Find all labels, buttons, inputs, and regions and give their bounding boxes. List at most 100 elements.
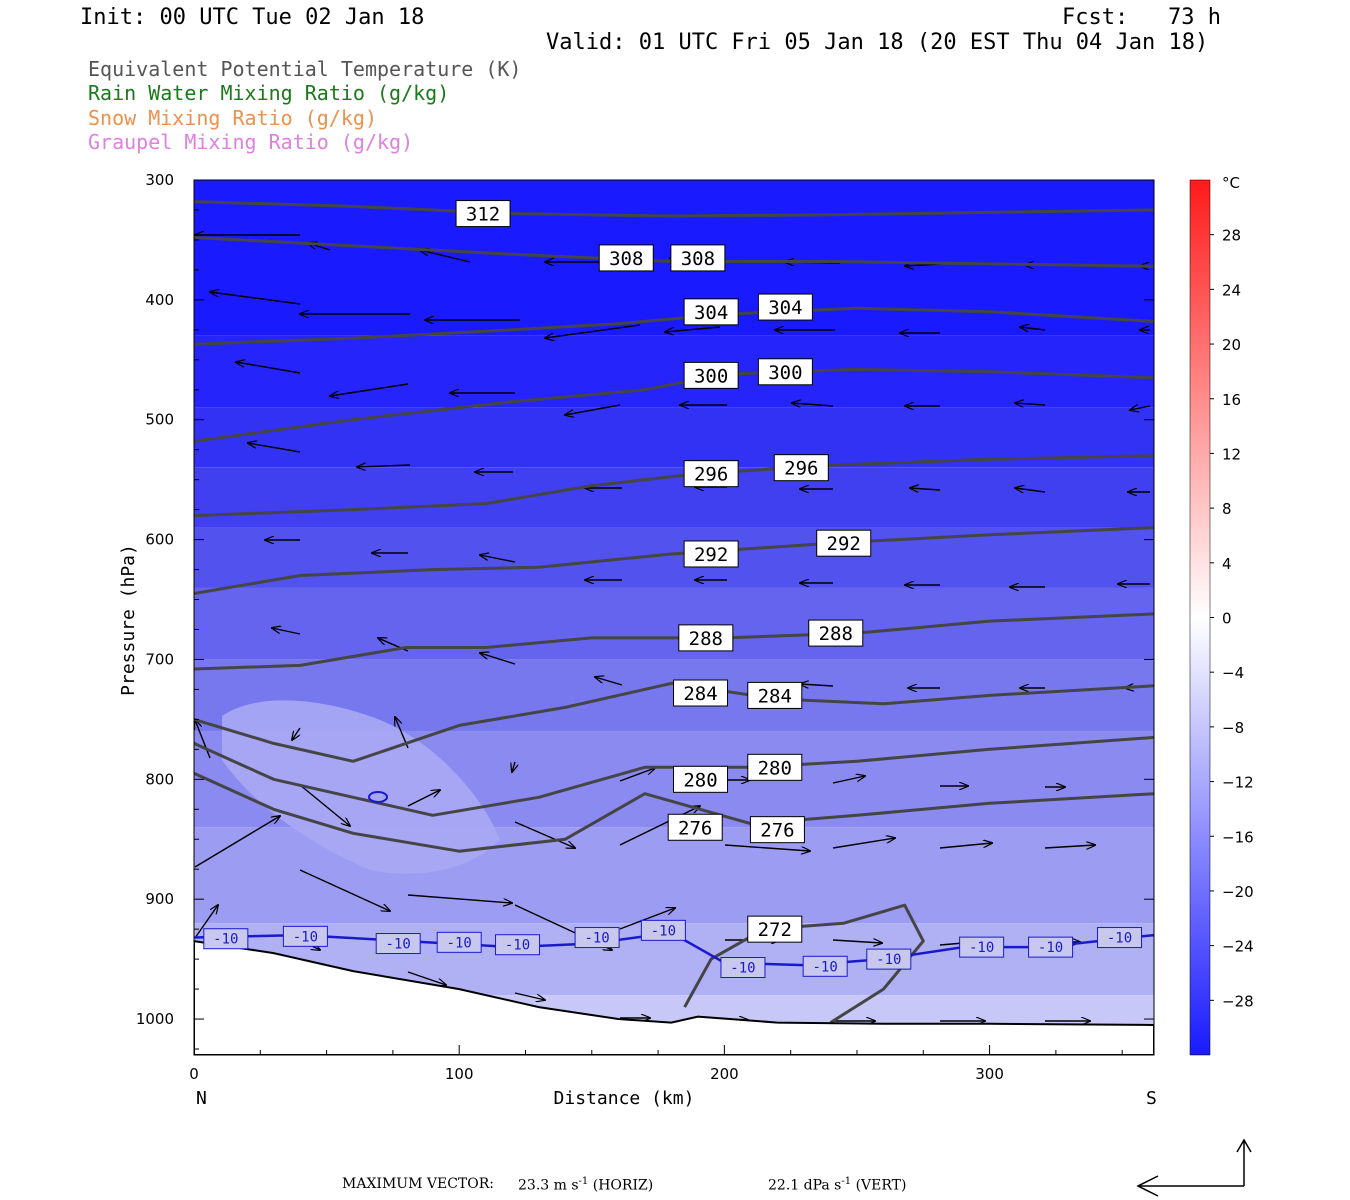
x-tick-label: 100 xyxy=(445,1065,474,1083)
max-vector-vert-exp: -1 xyxy=(841,1176,852,1187)
wind-vector xyxy=(195,720,211,759)
wind-vector xyxy=(939,843,992,849)
wind-vector xyxy=(565,404,621,415)
wind-vector xyxy=(512,761,515,772)
theta-e-contour-272 xyxy=(683,903,925,1024)
colorbar-label: 0 xyxy=(1222,610,1232,628)
isotherm-label: -10 xyxy=(447,935,472,951)
y-tick-label: 600 xyxy=(145,531,174,549)
theta-e-label: 304 xyxy=(694,302,728,324)
theta-e-label: 276 xyxy=(760,820,794,842)
theta-e-label: 288 xyxy=(819,623,853,645)
theta-e-label: 272 xyxy=(758,919,792,941)
legend-rain-water: Rain Water Mixing Ratio (g/kg) xyxy=(88,81,450,105)
theta-e-contour-296 xyxy=(194,454,1154,518)
max-vector-horiz-value: 23.3 m s xyxy=(518,1177,579,1194)
theta-e-label: 284 xyxy=(758,685,792,707)
wind-vector xyxy=(665,326,721,332)
isotherm-label-box xyxy=(574,927,620,949)
wind-vectors xyxy=(194,235,1151,1021)
isotherm-label: -10 xyxy=(876,952,901,968)
max-vector-label: MAXIMUM VECTOR: xyxy=(342,1176,494,1192)
temp-band xyxy=(194,527,1154,588)
legend-theta-e: Equivalent Potential Temperature (K) xyxy=(88,57,522,81)
wind-vector xyxy=(619,768,655,782)
isotherm-label-box xyxy=(203,928,249,950)
colorbar-label: −12 xyxy=(1222,774,1254,792)
y-tick-label: 800 xyxy=(145,770,174,788)
colorbar-label: 28 xyxy=(1222,227,1241,245)
wind-vector xyxy=(272,628,301,635)
theta-e-label-box xyxy=(683,298,739,326)
wind-vector xyxy=(514,821,575,848)
theta-e-label-box xyxy=(673,765,729,793)
theta-e-label-box xyxy=(747,681,803,709)
max-vector-vert-tag: (VERT) xyxy=(855,1177,907,1194)
x-axis-title: Distance (km) xyxy=(554,1088,695,1109)
colorbar-label: −20 xyxy=(1222,883,1254,901)
theta-e-label-box xyxy=(673,679,729,707)
x-tick-label: 200 xyxy=(710,1065,739,1083)
max-vector-vert: 22.1 dPa s-1 (VERT) xyxy=(768,1176,906,1194)
wind-vector xyxy=(194,816,280,868)
theta-e-label-box xyxy=(667,813,723,841)
theta-e-label: 280 xyxy=(758,757,792,779)
isotherm-label-box xyxy=(1028,936,1074,958)
y-tick-label: 500 xyxy=(145,411,174,429)
theta-e-label: 300 xyxy=(768,362,802,384)
theta-e-label-box xyxy=(773,454,829,482)
theta-e-label-box xyxy=(598,244,654,272)
wind-vector xyxy=(420,250,471,263)
wind-vector xyxy=(514,992,545,1000)
legend-snow: Snow Mixing Ratio (g/kg) xyxy=(88,106,377,130)
theta-e-label: 296 xyxy=(784,458,818,480)
wind-vector xyxy=(330,383,409,396)
x-tick-label: 0 xyxy=(189,1065,199,1083)
theta-e-label: 276 xyxy=(678,817,712,839)
wind-vector xyxy=(832,838,895,849)
isotherm-label: -10 xyxy=(813,959,838,975)
wind-vector xyxy=(236,362,301,374)
wind-vector xyxy=(407,971,446,985)
theta-e-contour-284 xyxy=(194,681,1154,763)
isotherm-label-box xyxy=(375,933,421,955)
theta-e-contour-292 xyxy=(194,526,1154,595)
y-tick-label: 1000 xyxy=(136,1010,174,1028)
x-tick-label: 300 xyxy=(975,1065,1004,1083)
max-vector-horiz-exp: -1 xyxy=(578,1176,589,1187)
wind-vector xyxy=(595,677,623,686)
theta-e-label: 312 xyxy=(466,204,500,226)
wind-vector xyxy=(357,465,411,467)
theta-e-contour-280 xyxy=(194,735,1154,817)
isotherm-label-box xyxy=(495,934,541,956)
theta-e-label-box xyxy=(747,753,803,781)
isotherm-label: -10 xyxy=(1038,940,1063,956)
wind-vector xyxy=(299,869,390,911)
isotherm-minus-10-closed xyxy=(368,791,388,803)
colorbar-label: 8 xyxy=(1222,500,1232,518)
forecast-hour-label: Fcst: 73 h xyxy=(1062,5,1221,30)
isotherm-label-box xyxy=(282,925,328,947)
x-end-label-left: N xyxy=(196,1088,207,1109)
wind-vector xyxy=(1015,488,1046,492)
theta-e-label: 308 xyxy=(609,248,643,270)
wind-vector xyxy=(832,940,882,943)
theta-e-label-box xyxy=(455,200,511,228)
theta-e-label: 284 xyxy=(683,683,717,705)
wind-vector xyxy=(480,555,516,563)
temp-band xyxy=(194,587,1154,660)
isotherm-label-box xyxy=(959,936,1005,958)
theta-e-label: 280 xyxy=(683,769,717,791)
colorbar-label: −8 xyxy=(1222,719,1244,737)
wind-vector xyxy=(1015,403,1046,405)
temp-band xyxy=(194,407,1154,468)
wind-vector xyxy=(910,488,941,490)
wind-vector xyxy=(480,653,516,665)
max-vector-horiz-tag: (HORIZ) xyxy=(592,1177,654,1194)
theta-e-label-box xyxy=(678,624,734,652)
wind-vector xyxy=(1020,327,1046,330)
colorbar-unit: °C xyxy=(1222,174,1240,192)
isotherm-label-box xyxy=(640,919,686,941)
colorbar xyxy=(1189,179,1211,1056)
theta-e-contour-276 xyxy=(194,771,1154,853)
